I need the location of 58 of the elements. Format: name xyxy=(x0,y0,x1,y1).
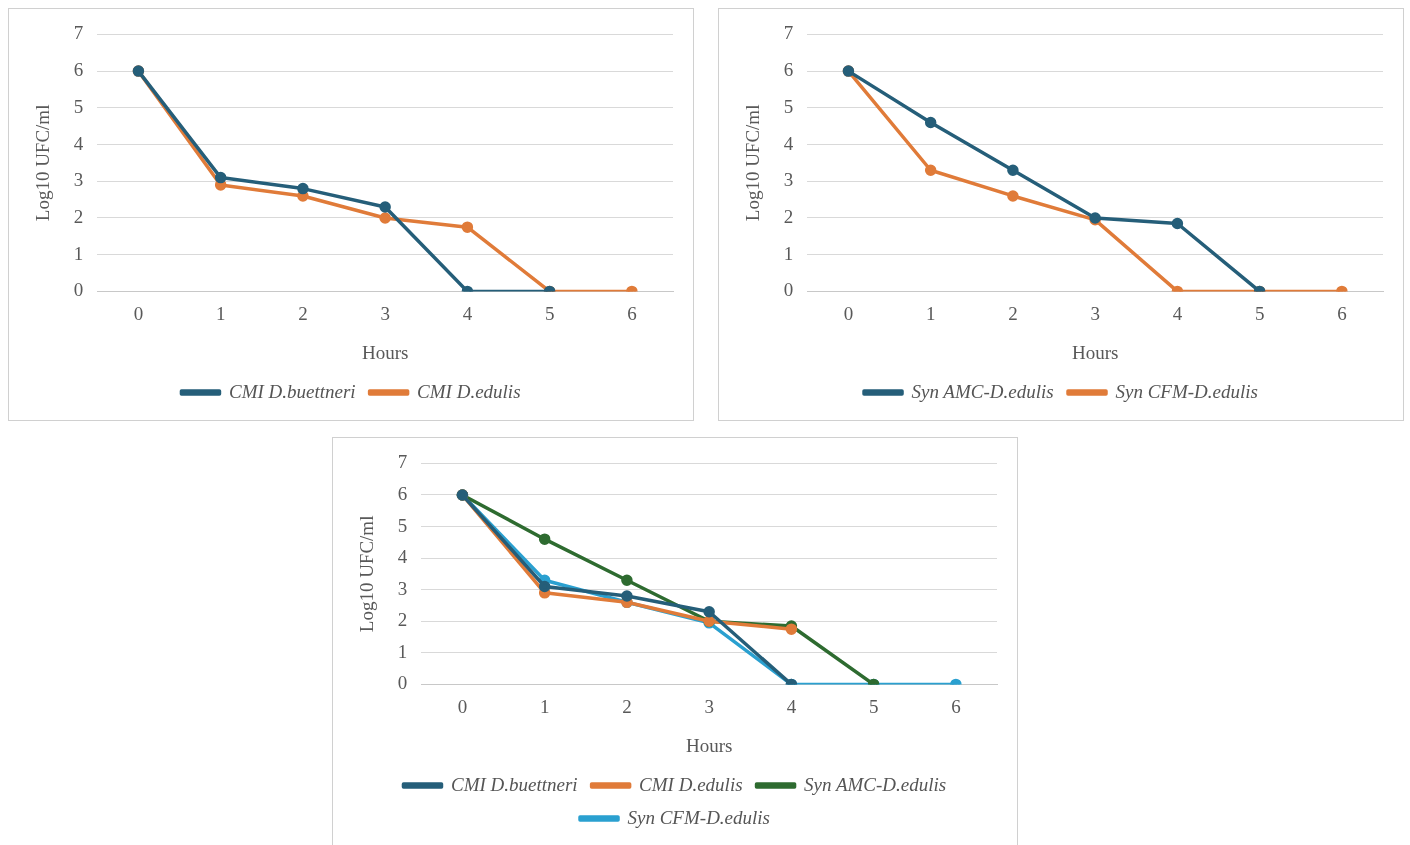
x-tick-label: 2 xyxy=(622,695,632,717)
y-tick-label: 1 xyxy=(783,242,794,264)
x-tick-label: 0 xyxy=(843,302,854,324)
y-tick-label: 7 xyxy=(397,451,408,473)
y-tick-label: 1 xyxy=(397,640,408,662)
y-tick-label: 7 xyxy=(783,22,794,44)
y-tick-label: 5 xyxy=(73,95,84,117)
y-axis-title: Log10 UFC/ml xyxy=(32,104,54,222)
x-tick-label: 6 xyxy=(951,695,961,717)
y-tick-label: 3 xyxy=(397,577,408,599)
y-tick-label: 4 xyxy=(783,132,794,154)
x-tick-label: 2 xyxy=(298,302,308,324)
legend-label: Syn CFM-D.edulis xyxy=(1115,380,1258,402)
y-axis-title: Log10 UFC/ml xyxy=(742,104,764,222)
y-tick-label: 5 xyxy=(397,514,408,536)
x-tick-label: 6 xyxy=(1337,302,1347,324)
legend-label: CMI D.edulis xyxy=(417,380,521,402)
y-tick-label: 3 xyxy=(73,169,84,191)
y-tick-label: 4 xyxy=(73,132,84,154)
y-tick-label: 5 xyxy=(783,95,794,117)
x-tick-label: 3 xyxy=(380,302,390,324)
x-tick-label: 3 xyxy=(1090,302,1100,324)
legend-label: Syn CFM-D.edulis xyxy=(627,806,770,828)
x-tick-label: 4 xyxy=(1172,302,1183,324)
y-tick-label: 2 xyxy=(783,205,794,227)
x-tick-label: 2 xyxy=(1008,302,1018,324)
x-tick-label: 6 xyxy=(627,302,637,324)
x-tick-label: 1 xyxy=(215,302,226,324)
y-tick-label: 6 xyxy=(397,482,408,504)
x-axis-title: Hours xyxy=(361,341,409,363)
y-tick-label: 7 xyxy=(73,22,84,44)
legend-label: Syn AMC-D.edulis xyxy=(804,773,947,795)
y-tick-label: 6 xyxy=(783,59,794,81)
x-tick-label: 0 xyxy=(457,695,468,717)
x-tick-label: 0 xyxy=(133,302,144,324)
x-tick-label: 1 xyxy=(539,695,550,717)
x-tick-label: 4 xyxy=(462,302,473,324)
y-tick-label: 0 xyxy=(397,672,408,694)
legend-label: CMI D.buettneri xyxy=(228,380,356,402)
y-tick-label: 2 xyxy=(397,609,408,631)
x-tick-label: 3 xyxy=(704,695,714,717)
y-tick-label: 6 xyxy=(73,59,84,81)
x-axis-title: Hours xyxy=(1071,341,1119,363)
legend-label: Syn AMC-D.edulis xyxy=(911,380,1054,402)
y-tick-label: 3 xyxy=(783,169,794,191)
y-tick-label: 0 xyxy=(783,279,794,301)
y-tick-label: 4 xyxy=(397,546,408,568)
x-tick-label: 5 xyxy=(868,695,879,717)
y-tick-label: 1 xyxy=(73,242,84,264)
y-tick-label: 2 xyxy=(73,205,84,227)
x-tick-label: 5 xyxy=(544,302,555,324)
legend-label: CMI D.edulis xyxy=(639,773,743,795)
x-tick-label: 5 xyxy=(1254,302,1265,324)
y-tick-label: 0 xyxy=(73,279,84,301)
x-axis-title: Hours xyxy=(685,734,733,756)
y-axis-title: Log10 UFC/ml xyxy=(356,515,378,633)
legend-label: CMI D.buettneri xyxy=(450,773,578,795)
x-tick-label: 1 xyxy=(925,302,936,324)
